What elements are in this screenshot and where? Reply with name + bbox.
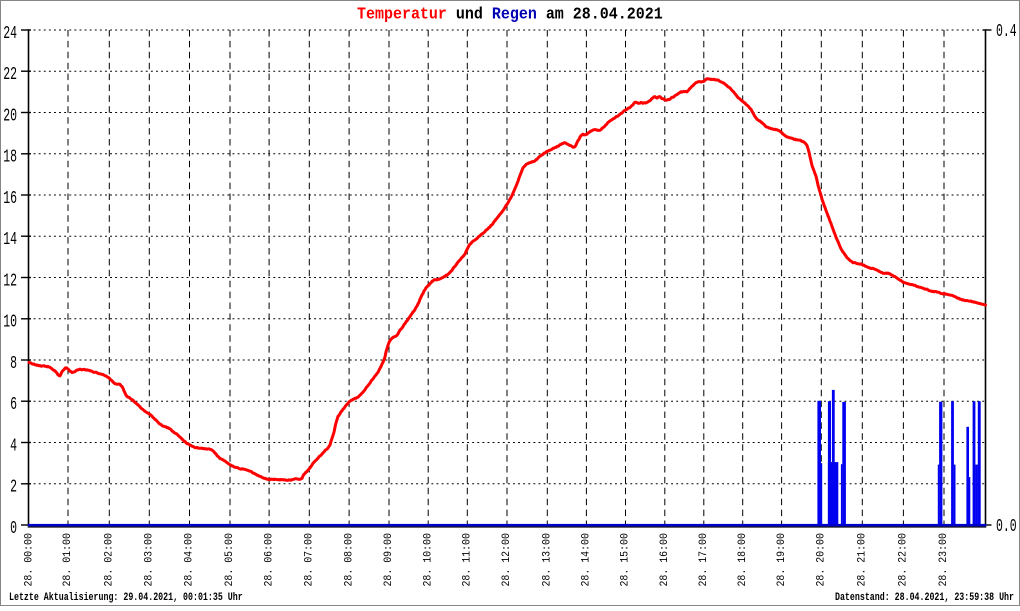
svg-text:28. 10:00: 28. 10:00 — [422, 533, 435, 586]
svg-text:28. 22:00: 28. 22:00 — [897, 533, 910, 586]
svg-text:28. 19:00: 28. 19:00 — [775, 533, 788, 586]
svg-text:28. 00:00: 28. 00:00 — [23, 533, 36, 586]
svg-text:0.4: 0.4 — [996, 20, 1017, 42]
svg-text:0.0: 0.0 — [996, 515, 1017, 537]
svg-text:28. 05:00: 28. 05:00 — [224, 533, 237, 586]
svg-text:4: 4 — [10, 435, 17, 457]
svg-text:16: 16 — [3, 187, 17, 209]
svg-text:28. 02:00: 28. 02:00 — [103, 533, 116, 586]
svg-text:28. 08:00: 28. 08:00 — [343, 533, 356, 586]
svg-text:28. 15:00: 28. 15:00 — [619, 533, 632, 586]
svg-text:28. 01:00: 28. 01:00 — [62, 533, 75, 586]
svg-text:24: 24 — [3, 22, 17, 44]
svg-text:28. 23:00: 28. 23:00 — [938, 533, 951, 586]
svg-text:28. 09:00: 28. 09:00 — [383, 533, 396, 586]
svg-text:2: 2 — [10, 476, 17, 498]
svg-text:28. 21:00: 28. 21:00 — [856, 533, 869, 586]
svg-text:20: 20 — [3, 105, 17, 127]
svg-text:18: 18 — [3, 146, 17, 168]
svg-text:10: 10 — [3, 311, 17, 333]
svg-text:28. 20:00: 28. 20:00 — [815, 533, 828, 586]
svg-text:Temperatur und Regen am 28.04.: Temperatur und Regen am 28.04.2021 — [357, 5, 663, 24]
svg-text:28. 11:00: 28. 11:00 — [461, 533, 474, 586]
svg-text:28. 13:00: 28. 13:00 — [541, 533, 554, 586]
svg-text:28. 07:00: 28. 07:00 — [303, 533, 316, 586]
svg-text:28. 16:00: 28. 16:00 — [658, 533, 671, 586]
svg-text:28. 12:00: 28. 12:00 — [501, 533, 514, 586]
svg-text:Datenstand: 28.04.2021, 23:59:: Datenstand: 28.04.2021, 23:59:38 Uhr — [835, 591, 1014, 603]
svg-text:0: 0 — [10, 517, 17, 539]
svg-text:6: 6 — [10, 393, 17, 415]
svg-text:28. 18:00: 28. 18:00 — [736, 533, 749, 586]
svg-text:12: 12 — [3, 270, 17, 292]
svg-text:14: 14 — [3, 228, 17, 250]
svg-text:8: 8 — [10, 352, 17, 374]
svg-text:28. 03:00: 28. 03:00 — [143, 533, 156, 586]
svg-text:28. 04:00: 28. 04:00 — [183, 533, 196, 586]
svg-text:Letzte Aktualisierung: 29.04.2: Letzte Aktualisierung: 29.04.2021, 00:01… — [9, 591, 243, 603]
svg-text:28. 17:00: 28. 17:00 — [697, 533, 710, 586]
svg-text:28. 06:00: 28. 06:00 — [263, 533, 276, 586]
svg-text:28. 14:00: 28. 14:00 — [580, 533, 593, 586]
svg-text:22: 22 — [3, 63, 17, 85]
